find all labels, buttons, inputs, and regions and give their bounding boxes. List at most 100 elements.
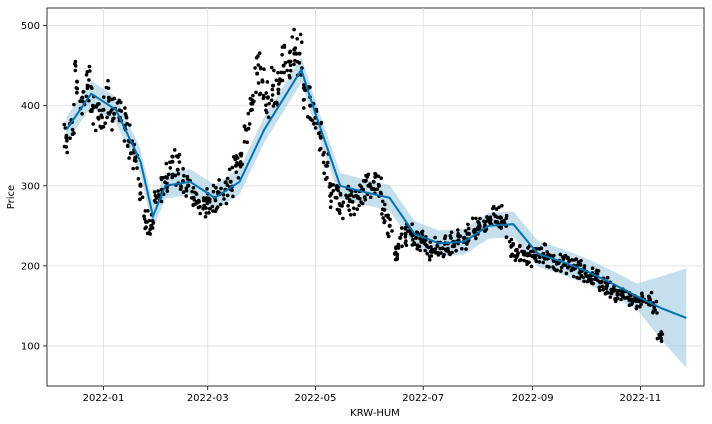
- data-point: [465, 232, 470, 236]
- data-point: [258, 66, 263, 71]
- data-point: [327, 185, 332, 189]
- data-point: [412, 241, 417, 245]
- data-point: [271, 104, 276, 108]
- data-point: [283, 60, 288, 65]
- data-point: [329, 199, 333, 204]
- data-point: [80, 96, 84, 100]
- data-point: [545, 264, 549, 269]
- data-point: [295, 37, 300, 41]
- data-point: [293, 46, 298, 50]
- y-axis: 100 200 300 400 500: [21, 21, 47, 352]
- data-point: [246, 126, 251, 131]
- data-point: [509, 254, 513, 258]
- data-point: [64, 135, 68, 140]
- data-point: [516, 251, 520, 255]
- data-point: [73, 64, 78, 68]
- data-point: [425, 251, 430, 256]
- data-point: [403, 227, 408, 231]
- data-point: [368, 195, 373, 199]
- data-point: [215, 190, 220, 194]
- data-point: [589, 277, 594, 282]
- x-tick-label: 2022-05: [295, 393, 337, 404]
- data-point: [168, 166, 173, 170]
- data-point: [423, 242, 428, 246]
- data-point: [168, 160, 172, 164]
- data-point: [587, 274, 591, 279]
- data-point: [150, 226, 155, 230]
- data-point: [292, 62, 296, 67]
- data-point: [106, 78, 110, 83]
- data-point: [224, 201, 229, 206]
- data-point: [608, 295, 613, 299]
- data-point: [441, 254, 446, 259]
- data-point: [350, 189, 354, 194]
- data-point: [269, 65, 274, 70]
- data-point: [418, 248, 423, 253]
- data-point: [249, 101, 253, 106]
- data-point: [84, 73, 89, 77]
- data-point: [175, 167, 180, 172]
- data-point: [630, 298, 634, 303]
- data-point: [225, 183, 230, 187]
- data-point: [191, 186, 196, 190]
- data-point: [94, 128, 98, 133]
- data-point: [417, 244, 422, 249]
- data-point: [655, 311, 659, 315]
- data-point: [629, 302, 634, 307]
- data-point: [211, 183, 216, 188]
- data-point: [371, 179, 376, 184]
- data-point: [571, 274, 576, 279]
- data-point: [375, 187, 380, 191]
- data-point: [112, 111, 117, 116]
- data-point: [398, 235, 403, 240]
- data-point: [403, 241, 408, 245]
- data-point: [533, 253, 538, 258]
- data-point: [414, 235, 419, 240]
- data-point: [253, 66, 257, 70]
- data-point: [357, 203, 361, 208]
- data-point: [491, 212, 496, 216]
- data-point: [256, 54, 260, 58]
- data-point: [465, 242, 469, 246]
- data-point: [605, 282, 610, 286]
- data-point: [290, 35, 295, 39]
- grid: [47, 8, 704, 386]
- data-point: [433, 247, 438, 251]
- data-point: [159, 199, 164, 204]
- y-tick-label: 200: [21, 261, 40, 272]
- data-point: [288, 59, 293, 64]
- data-point: [256, 81, 261, 85]
- data-point: [428, 249, 433, 254]
- data-point: [261, 93, 266, 98]
- data-point: [205, 187, 209, 191]
- data-point: [654, 299, 659, 304]
- data-point: [143, 209, 148, 213]
- data-point: [207, 211, 211, 215]
- data-point: [605, 275, 610, 280]
- data-point: [288, 63, 293, 67]
- data-point: [393, 251, 397, 256]
- data-point: [230, 188, 234, 193]
- data-point: [433, 235, 437, 240]
- data-point: [242, 140, 247, 144]
- data-point: [323, 177, 328, 182]
- data-point: [172, 148, 177, 152]
- data-point: [498, 215, 503, 219]
- data-point: [256, 63, 261, 67]
- data-point: [605, 291, 610, 295]
- data-point: [388, 217, 392, 222]
- data-point: [584, 274, 589, 279]
- data-point: [587, 277, 591, 282]
- data-point: [308, 116, 312, 120]
- data-point: [181, 167, 185, 171]
- data-point: [142, 216, 147, 221]
- data-point: [400, 244, 404, 248]
- data-point: [574, 257, 579, 261]
- data-point: [235, 156, 240, 160]
- data-point: [184, 186, 189, 191]
- data-point: [276, 91, 281, 95]
- data-point: [464, 247, 468, 251]
- data-point: [219, 186, 223, 191]
- data-point: [454, 248, 458, 253]
